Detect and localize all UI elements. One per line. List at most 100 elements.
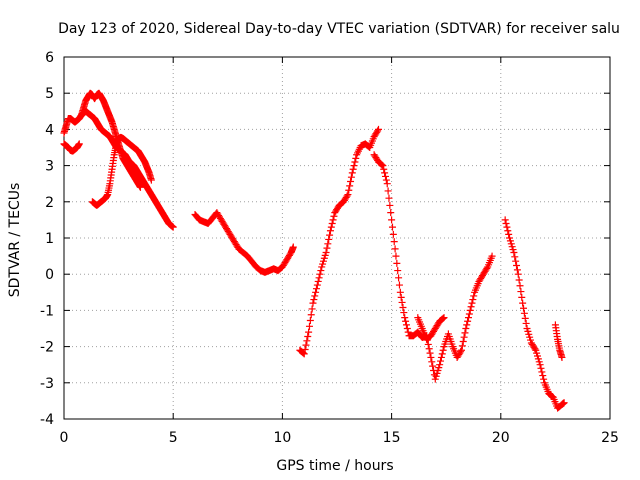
data-point <box>516 282 524 290</box>
data-point <box>352 154 360 162</box>
data-point <box>328 220 336 228</box>
data-point <box>312 288 320 296</box>
data-point <box>348 169 356 177</box>
data-point <box>327 223 335 231</box>
data-point <box>398 298 406 306</box>
data-point <box>458 342 466 350</box>
data-point <box>393 259 401 267</box>
data-point <box>429 362 437 370</box>
series-trace-4 <box>88 133 155 209</box>
data-point <box>308 305 316 313</box>
data-point <box>537 364 545 372</box>
data-point <box>330 212 338 220</box>
y-tick-label: 1 <box>45 231 54 247</box>
data-point <box>461 329 469 337</box>
data-point <box>301 345 309 353</box>
data-point <box>402 317 410 325</box>
data-point <box>388 223 396 231</box>
data-point <box>386 201 394 209</box>
data-point <box>390 238 398 246</box>
data-point <box>536 361 544 369</box>
data-point <box>511 253 519 261</box>
data-point <box>303 337 311 345</box>
data-point <box>322 248 330 256</box>
data-point <box>345 186 353 194</box>
x-tick-label: 15 <box>383 430 401 446</box>
data-point <box>316 270 324 278</box>
data-point <box>457 348 465 356</box>
series-trace-8 <box>414 314 448 343</box>
data-point <box>75 140 83 148</box>
y-tick-label: 3 <box>45 159 54 175</box>
data-point <box>305 322 313 330</box>
y-tick-label: 4 <box>45 122 54 138</box>
data-point <box>520 309 528 317</box>
data-point <box>517 288 525 296</box>
data-point <box>347 178 355 186</box>
data-point <box>438 350 446 358</box>
data-point <box>502 220 510 228</box>
data-point <box>384 187 392 195</box>
data-point <box>147 176 155 184</box>
data-point <box>302 341 310 349</box>
y-tick-label: -3 <box>40 376 54 392</box>
data-point <box>324 240 332 248</box>
data-point <box>395 274 403 282</box>
x-tick-label: 0 <box>60 430 69 446</box>
data-point <box>513 262 521 270</box>
data-point <box>311 292 319 300</box>
data-point <box>463 321 471 329</box>
series-trace-7 <box>370 151 496 383</box>
x-tick-label: 25 <box>601 430 619 446</box>
data-point <box>380 165 388 173</box>
data-point <box>310 296 318 304</box>
data-point <box>503 223 511 231</box>
data-point <box>514 270 522 278</box>
y-tick-label: -2 <box>40 340 54 356</box>
data-point <box>347 173 355 181</box>
data-point <box>383 180 391 188</box>
data-point <box>300 350 308 358</box>
series-trace-5 <box>191 209 297 276</box>
chart-title: Day 123 of 2020, Sidereal Day-to-day VTE… <box>58 21 620 37</box>
data-point <box>315 274 323 282</box>
data-point <box>289 243 297 251</box>
data-point <box>344 191 352 199</box>
data-point <box>457 346 465 354</box>
data-point <box>325 235 333 243</box>
series-trace-1 <box>60 140 83 155</box>
data-point <box>558 353 566 361</box>
data-point <box>329 216 337 224</box>
data-point <box>513 266 521 274</box>
data-point <box>515 276 523 284</box>
data-point <box>437 353 445 361</box>
data-point <box>468 299 476 307</box>
data-point <box>299 349 307 357</box>
series-trace-10 <box>551 321 566 361</box>
series-trace-6 <box>296 125 382 358</box>
data-point <box>394 267 402 275</box>
data-point <box>510 248 518 256</box>
data-point <box>389 230 397 238</box>
data-point <box>391 245 399 253</box>
data-point <box>401 314 409 322</box>
data-point <box>531 345 539 353</box>
data-point <box>387 209 395 217</box>
x-tick-label: 10 <box>273 430 291 446</box>
data-point <box>426 349 434 357</box>
data-point <box>350 162 358 170</box>
data-point <box>326 227 334 235</box>
data-point <box>538 368 546 376</box>
data-point <box>323 244 331 252</box>
data-point <box>349 165 357 173</box>
data-point <box>397 293 405 301</box>
data-point <box>309 299 317 307</box>
data-point <box>404 328 412 336</box>
data-point <box>439 314 447 322</box>
data-point <box>382 176 390 184</box>
data-point <box>540 375 548 383</box>
series-trace-9 <box>501 216 568 412</box>
data-point <box>374 125 382 133</box>
x-tick-label: 20 <box>492 430 510 446</box>
